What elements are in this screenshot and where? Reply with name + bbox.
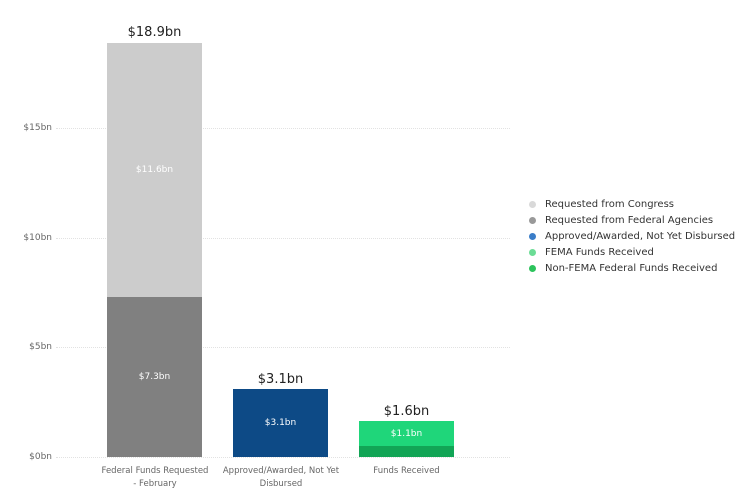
legend-dot-icon — [529, 216, 536, 224]
legend-label: Requested from Federal Agencies — [545, 214, 714, 226]
bar-segment-federal-agencies[interactable]: $7.3bn — [107, 297, 202, 457]
bar-segment-non-fema[interactable] — [359, 446, 454, 457]
legend-label: FEMA Funds Received — [545, 246, 654, 258]
legend-item-fema[interactable]: FEMA Funds Received — [529, 244, 735, 260]
legend-item-congress[interactable]: Requested from Congress — [529, 196, 735, 212]
legend-dot-icon — [529, 232, 536, 240]
legend-label: Requested from Congress — [545, 198, 674, 210]
legend-dot-icon — [529, 248, 536, 256]
bar-total-received: $1.6bn — [383, 404, 430, 419]
gridline-0 — [56, 457, 510, 458]
legend-item-approved[interactable]: Approved/Awarded, Not Yet Disbursed — [529, 228, 735, 244]
bar-total-requested: $18.9bn — [127, 25, 182, 40]
legend-label: Non-FEMA Federal Funds Received — [545, 262, 718, 274]
gridline-5 — [56, 347, 510, 348]
x-label-approved: Approved/Awarded, Not Yet Disbursed — [222, 466, 340, 489]
legend-dot-icon — [529, 200, 536, 208]
segment-label-federal-agencies: $7.3bn — [138, 372, 171, 382]
segment-label-congress: $11.6bn — [135, 165, 174, 175]
bar-total-approved: $3.1bn — [257, 372, 304, 387]
bar-segment-fema[interactable]: $1.1bn — [359, 421, 454, 446]
legend-label: Approved/Awarded, Not Yet Disbursed — [545, 230, 736, 242]
segment-label-approved: $3.1bn — [264, 418, 297, 428]
y-tick-0: $0bn — [29, 452, 52, 462]
x-label-received: Funds Received — [373, 466, 440, 476]
legend: Requested from Congress Requested from F… — [529, 196, 735, 276]
bar-segment-approved[interactable]: $3.1bn — [233, 389, 328, 457]
y-tick-5: $5bn — [29, 342, 52, 352]
y-tick-15: $15bn — [23, 123, 52, 133]
legend-item-non-fema[interactable]: Non-FEMA Federal Funds Received — [529, 260, 735, 276]
y-tick-10: $10bn — [23, 233, 52, 243]
segment-label-fema: $1.1bn — [390, 428, 423, 439]
bar-segment-congress[interactable]: $11.6bn — [107, 43, 202, 297]
legend-dot-icon — [529, 264, 536, 272]
gridline-10 — [56, 238, 510, 239]
legend-item-federal-agencies[interactable]: Requested from Federal Agencies — [529, 212, 735, 228]
gridline-15 — [56, 128, 510, 129]
x-label-requested: Federal Funds Requested - February — [101, 466, 209, 489]
